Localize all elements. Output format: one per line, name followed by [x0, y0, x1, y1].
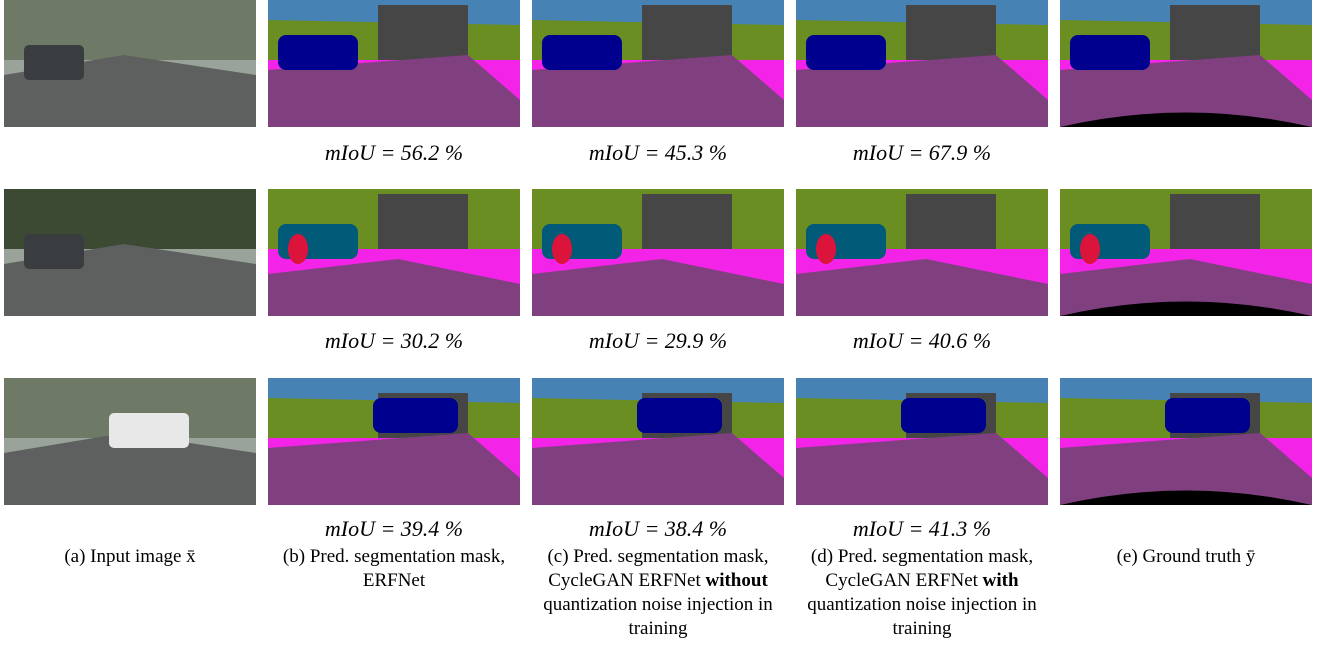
segmentation-mask: [532, 378, 784, 505]
car: [373, 398, 458, 433]
car: [901, 398, 986, 433]
building: [642, 5, 732, 60]
building: [1170, 194, 1260, 249]
input-photo: [4, 378, 256, 505]
miou-label: mIoU = 67.9 %: [796, 140, 1048, 166]
building: [378, 194, 468, 249]
vehicle: [24, 45, 84, 80]
caption: (a) Input image x̄: [0, 545, 261, 569]
segmentation-mask: [268, 0, 520, 127]
input-photo: [4, 0, 256, 127]
caption-suffix: quantization noise injection in training: [807, 594, 1037, 639]
segmentation-mask: [1060, 189, 1312, 316]
segmentation-mask: [1060, 0, 1312, 127]
vehicle: [109, 413, 189, 448]
building: [378, 5, 468, 60]
caption-prefix: (b) Pred. segmentation mask, ERFNet: [283, 546, 505, 591]
miou-label: mIoU = 45.3 %: [532, 140, 784, 166]
miou-label: mIoU = 30.2 %: [268, 328, 520, 354]
caption: (e) Ground truth ȳ: [1055, 545, 1317, 569]
caption: (b) Pred. segmentation mask, ERFNet: [263, 545, 525, 593]
input-photo: [4, 189, 256, 316]
building: [642, 194, 732, 249]
segmentation-mask: [532, 189, 784, 316]
person: [1080, 234, 1100, 264]
person: [816, 234, 836, 264]
person: [552, 234, 572, 264]
car: [806, 35, 886, 70]
building: [906, 194, 996, 249]
car: [542, 35, 622, 70]
miou-label: mIoU = 38.4 %: [532, 516, 784, 542]
caption-suffix: quantization noise injection in training: [543, 594, 773, 639]
segmentation-mask: [1060, 378, 1312, 505]
person: [288, 234, 308, 264]
miou-label: mIoU = 56.2 %: [268, 140, 520, 166]
car: [1165, 398, 1250, 433]
segmentation-mask: [532, 0, 784, 127]
caption: (d) Pred. segmentation mask, CycleGAN ER…: [791, 545, 1053, 641]
segmentation-mask: [796, 378, 1048, 505]
car: [1070, 35, 1150, 70]
vehicle: [24, 234, 84, 269]
segmentation-mask: [796, 0, 1048, 127]
caption-bold: without: [705, 570, 767, 591]
page: {"rows": [ {"miou": ["mIoU = 56.2 %", "m…: [0, 0, 1317, 659]
miou-label: mIoU = 41.3 %: [796, 516, 1048, 542]
car: [278, 35, 358, 70]
caption: (c) Pred. segmentation mask, CycleGAN ER…: [527, 545, 789, 641]
miou-label: mIoU = 29.9 %: [532, 328, 784, 354]
building: [1170, 5, 1260, 60]
miou-label: mIoU = 39.4 %: [268, 516, 520, 542]
caption-bold: with: [983, 570, 1019, 591]
caption-prefix: (e) Ground truth ȳ: [1117, 546, 1256, 567]
miou-label: mIoU = 40.6 %: [796, 328, 1048, 354]
segmentation-mask: [268, 189, 520, 316]
caption-prefix: (a) Input image x̄: [64, 546, 195, 567]
segmentation-mask: [268, 378, 520, 505]
building: [906, 5, 996, 60]
car: [637, 398, 722, 433]
segmentation-mask: [796, 189, 1048, 316]
